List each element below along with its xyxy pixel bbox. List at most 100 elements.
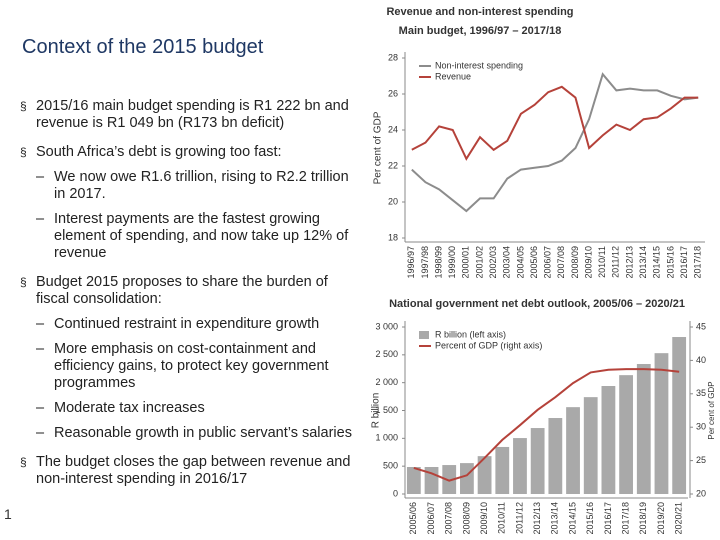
- bar: [654, 353, 669, 494]
- bullet: The budget closes the gap between revenu…: [20, 454, 358, 488]
- x-tick-label: 2004/05: [515, 246, 525, 279]
- legend-label: Revenue: [435, 71, 471, 81]
- x-tick-label: 2018/19: [638, 502, 648, 535]
- y-axis-label: Per cent of GDP: [373, 111, 384, 184]
- bar: [477, 456, 492, 494]
- y-tick-label: 1 000: [375, 433, 398, 443]
- x-tick-label: 2000/01: [461, 246, 471, 279]
- legend-label: Non-interest spending: [435, 60, 523, 70]
- y2-tick-label: 45: [696, 321, 706, 331]
- y-tick-label: 24: [388, 124, 398, 134]
- bullet: Interest payments are the fastest growin…: [20, 211, 358, 262]
- bullet: South Africa’s debt is growing too fast:: [20, 144, 358, 161]
- x-tick-label: 2017/18: [693, 246, 703, 279]
- x-tick-label: 2017/18: [620, 502, 630, 535]
- x-tick-label: 2015/16: [585, 502, 595, 535]
- y2-tick-label: 20: [696, 488, 706, 498]
- bullet: More emphasis on cost-containment and ef…: [20, 341, 358, 392]
- page-number: 1: [4, 506, 12, 522]
- x-tick-label: 2003/04: [502, 246, 512, 279]
- bullet: Continued restraint in expenditure growt…: [20, 316, 358, 333]
- x-tick-label: 2014/15: [567, 502, 577, 535]
- line: [411, 72, 699, 213]
- x-tick-label: 2012/13: [624, 246, 634, 279]
- x-tick-label: 2001/02: [474, 246, 484, 279]
- x-tick-label: 1996/97: [406, 246, 416, 279]
- x-tick-label: 2016/17: [679, 246, 689, 279]
- y-axis-label: R billion: [371, 393, 382, 429]
- bullet: Budget 2015 proposes to share the burden…: [20, 274, 358, 308]
- x-tick-label: 2020/21: [674, 502, 684, 535]
- bar: [460, 463, 474, 494]
- x-tick-label: 2005/06: [408, 502, 418, 535]
- line: [411, 85, 699, 161]
- y-tick-label: 20: [388, 196, 398, 206]
- x-tick-label: 2009/10: [583, 246, 593, 279]
- x-tick-label: 2015/16: [665, 246, 675, 279]
- x-tick-label: 2006/07: [426, 502, 436, 535]
- y-tick-label: 22: [388, 160, 398, 170]
- bullet: We now owe R1.6 trillion, rising to R2.2…: [20, 169, 358, 203]
- bar: [583, 397, 598, 494]
- bullet: Moderate tax increases: [20, 400, 358, 417]
- bar: [601, 386, 616, 494]
- bullet-list: 2015/16 main budget spending is R1 222 b…: [20, 98, 358, 488]
- y-tick-label: 28: [388, 52, 398, 62]
- x-tick-label: 2011/12: [611, 246, 621, 278]
- x-tick-label: 2011/12: [514, 502, 524, 534]
- x-tick-label: 2013/14: [550, 502, 560, 535]
- x-tick-label: 2013/14: [638, 246, 648, 279]
- bar: [513, 438, 527, 494]
- y-tick-label: 1 500: [375, 405, 398, 415]
- y2-tick-label: 40: [696, 355, 706, 365]
- legend-label: R billion (left axis): [435, 329, 506, 339]
- bar: [406, 467, 421, 494]
- x-tick-label: 2008/09: [461, 502, 471, 535]
- chart-title: Revenue and non-interest spending: [386, 6, 573, 18]
- bar: [672, 337, 687, 494]
- x-tick-label: 2007/08: [556, 246, 566, 279]
- x-tick-label: 2019/20: [656, 502, 666, 535]
- bar: [619, 375, 633, 494]
- y2-axis-label: Per cent of GDP: [707, 381, 716, 439]
- x-tick-label: 1998/99: [433, 246, 443, 279]
- bar: [495, 446, 510, 494]
- x-tick-label: 2012/13: [532, 502, 542, 535]
- x-tick-label: 2002/03: [488, 246, 498, 279]
- bar: [548, 418, 563, 494]
- x-tick-label: 2016/17: [603, 502, 613, 535]
- line: [413, 368, 680, 482]
- y-tick-label: 2 000: [375, 377, 398, 387]
- x-tick-label: 2007/08: [444, 502, 454, 535]
- x-tick-label: 2005/06: [529, 246, 539, 279]
- y-tick-label: 500: [383, 461, 398, 471]
- x-tick-label: 2006/07: [543, 246, 553, 279]
- y2-tick-label: 25: [696, 455, 706, 465]
- x-tick-label: 2010/11: [597, 246, 607, 278]
- slide-title: Context of the 2015 budget: [22, 36, 264, 58]
- bullet: 2015/16 main budget spending is R1 222 b…: [20, 98, 358, 132]
- y2-tick-label: 30: [696, 422, 706, 432]
- x-tick-label: 2014/15: [652, 246, 662, 279]
- bar: [566, 407, 580, 494]
- bullet: Reasonable growth in public servant’s sa…: [20, 425, 358, 442]
- x-tick-label: 2010/11: [497, 502, 507, 534]
- bar: [636, 364, 651, 494]
- x-tick-label: 2008/09: [570, 246, 580, 279]
- bar: [530, 428, 545, 494]
- x-tick-label: 1997/98: [420, 246, 430, 279]
- x-tick-label: 2009/10: [479, 502, 489, 535]
- legend-label: Percent of GDP (right axis): [435, 340, 542, 350]
- chart-subtitle: Main budget, 1996/97 – 2017/18: [399, 25, 562, 37]
- legend-swatch: [419, 331, 429, 339]
- y-tick-label: 2 500: [375, 349, 398, 359]
- y-tick-label: 26: [388, 88, 398, 98]
- y-tick-label: 0: [393, 488, 398, 498]
- bar: [442, 465, 457, 494]
- y-tick-label: 18: [388, 232, 398, 242]
- chart-title: National government net debt outlook, 20…: [389, 298, 685, 310]
- x-tick-label: 1999/00: [447, 246, 457, 279]
- y2-tick-label: 35: [696, 388, 706, 398]
